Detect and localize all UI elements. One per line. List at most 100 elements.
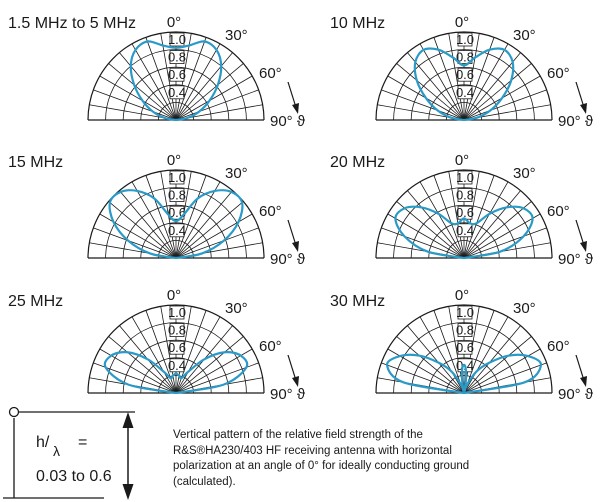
radiation-lobe — [413, 47, 515, 122]
grid-ring — [158, 375, 194, 394]
grid-spoke — [463, 63, 532, 121]
radial-tick-label: 0.8 — [168, 50, 186, 65]
tick-label-box — [457, 340, 473, 355]
grid-spoke — [175, 89, 259, 121]
grid-spoke — [387, 213, 465, 259]
arrow-down-icon — [292, 103, 299, 114]
grid-spoke — [175, 52, 233, 121]
grid-spoke — [433, 175, 465, 259]
caption-line: Vertical pattern of the relative field s… — [173, 429, 423, 441]
grid-spoke — [463, 52, 521, 121]
grid-spoke — [433, 37, 465, 121]
grid-spoke — [175, 43, 221, 121]
arrow-down-icon — [580, 103, 587, 114]
grid-spoke — [381, 362, 465, 394]
grid-spoke — [463, 89, 547, 121]
tick-label-box — [169, 67, 185, 82]
grid-ring — [158, 102, 194, 121]
grid-spoke — [463, 336, 532, 394]
angle-label-90: 90° ϑ — [558, 113, 594, 130]
tick-label-box — [457, 67, 473, 82]
angle-label-90: 90° ϑ — [558, 386, 594, 403]
tick-label-box — [457, 188, 473, 203]
angle-label-30: 30° — [513, 27, 536, 44]
grid-ring — [122, 66, 230, 121]
grid-spoke — [160, 33, 177, 121]
grid-spoke — [463, 43, 509, 121]
polar-panel: 25 MHz 1.0 0.8 0.6 0.4 0° 30° 60° 90° ϑ — [8, 287, 306, 403]
grid-spoke — [396, 336, 465, 394]
tick-label-box — [457, 223, 473, 238]
panel-title: 15 MHz — [8, 154, 63, 171]
grid-ring — [393, 49, 535, 121]
legend-lambda-label: λ — [53, 443, 60, 459]
grid-ring — [140, 222, 212, 259]
grid-ring — [375, 304, 553, 394]
angle-label-0: 0° — [455, 287, 469, 304]
caption-line: (calculated). — [173, 475, 236, 488]
angle-label-30: 30° — [513, 300, 536, 317]
radial-tick-label: 1.0 — [168, 305, 186, 320]
tick-label-box — [457, 323, 473, 338]
legend-equals-label: = — [78, 434, 87, 451]
radiation-lobe — [394, 205, 534, 260]
tick-label-box — [169, 323, 185, 338]
angle-label-90: 90° ϑ — [558, 251, 594, 268]
arrow-up-icon — [122, 412, 134, 428]
angle-label-60: 60° — [547, 65, 570, 82]
grid-spoke — [145, 37, 177, 121]
grid-spoke — [463, 316, 509, 394]
panel-title: 30 MHz — [330, 293, 385, 310]
radial-tick-label: 1.0 — [168, 170, 186, 185]
grid-ring — [410, 339, 518, 394]
grid-spoke — [175, 175, 207, 259]
grid-spoke — [108, 336, 177, 394]
figure-caption: Vertical pattern of the relative field s… — [173, 428, 593, 490]
radial-tick-label: 0.8 — [168, 188, 186, 203]
angle-label-0: 0° — [455, 14, 469, 31]
grid-spoke — [463, 201, 532, 259]
angle-label-30: 30° — [225, 27, 248, 44]
radial-tick-label: 0.4 — [456, 223, 474, 238]
grid-spoke — [145, 175, 177, 259]
grid-spoke — [175, 37, 207, 121]
grid-spoke — [463, 362, 547, 394]
radial-tick-label: 1.0 — [456, 32, 474, 47]
tick-label-box — [169, 305, 185, 320]
angle-label-60: 60° — [547, 203, 570, 220]
tick-label-box — [169, 50, 185, 64]
radial-tick-label: 0.8 — [456, 188, 474, 203]
radial-tick-label: 0.4 — [456, 85, 474, 100]
grid-spoke — [419, 316, 465, 394]
grid-spoke — [419, 181, 465, 259]
grid-spoke — [463, 181, 509, 259]
radiation-lobe — [129, 40, 223, 122]
grid-spoke — [396, 201, 465, 259]
grid-ring — [122, 204, 230, 259]
grid-spoke — [175, 227, 259, 259]
tick-label-box — [169, 358, 185, 373]
grid-ring — [140, 357, 212, 394]
angle-label-90: 90° ϑ — [270, 251, 306, 268]
grid-spoke — [175, 348, 253, 394]
grid-spoke — [381, 89, 465, 121]
grid-spoke — [463, 213, 541, 259]
grid-ring — [446, 240, 482, 259]
legend-range-label: 0.03 to 0.6 — [36, 468, 112, 485]
legend-h-label: h/ — [36, 434, 50, 451]
grid-ring — [446, 102, 482, 121]
grid-ring — [410, 66, 518, 121]
grid-ring — [122, 339, 230, 394]
grid-spoke — [381, 227, 465, 259]
angle-label-30: 30° — [225, 165, 248, 182]
radiation-lobe — [103, 351, 249, 395]
polar-panel: 20 MHz 1.0 0.8 0.6 0.4 0° 30° 60° 90° ϑ — [330, 152, 594, 268]
arrow-down-icon — [580, 376, 587, 387]
grid-spoke — [99, 75, 177, 121]
grid-spoke — [433, 310, 465, 394]
radial-tick-label: 0.6 — [168, 340, 186, 355]
tick-label-box — [457, 85, 473, 100]
grid-ring — [375, 31, 553, 121]
arrow-down-icon — [580, 241, 587, 252]
